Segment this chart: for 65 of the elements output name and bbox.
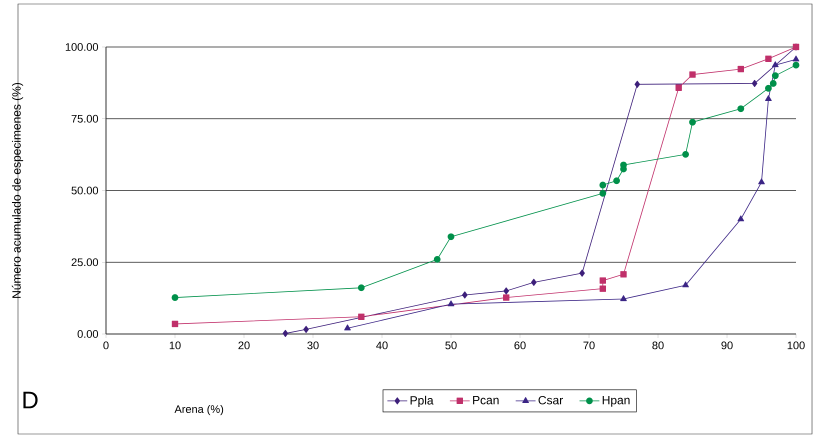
point	[792, 56, 800, 62]
point	[689, 118, 696, 126]
y-tick-label: 25.00	[72, 258, 98, 266]
point	[737, 105, 744, 112]
point	[689, 71, 696, 78]
point	[600, 285, 606, 292]
point	[599, 182, 606, 188]
point	[792, 62, 800, 68]
point	[620, 162, 627, 168]
point	[462, 291, 468, 299]
point	[765, 56, 772, 62]
point	[770, 80, 777, 87]
x-tick-label: 60	[514, 342, 526, 350]
point	[737, 215, 744, 222]
y-tick-label: 0.00	[78, 330, 98, 338]
point	[620, 295, 627, 302]
point	[765, 84, 772, 92]
legend-label: Hpan	[602, 396, 630, 407]
point	[772, 61, 779, 68]
x-tick-label: 10	[170, 342, 181, 350]
y-tick-label: 100.00	[66, 43, 98, 51]
point	[434, 256, 441, 263]
point	[634, 80, 640, 88]
point	[503, 294, 510, 301]
x-tick-label: 90	[721, 342, 733, 350]
x-tick-label: 0	[103, 342, 109, 350]
y-tick-label: 50.00	[72, 186, 98, 194]
point	[682, 150, 689, 158]
point	[613, 177, 620, 184]
point	[448, 300, 454, 306]
point	[620, 271, 627, 278]
point	[282, 330, 288, 338]
point	[172, 294, 178, 301]
y-axis-title: Número acumulado de especimenes (%)	[12, 82, 24, 298]
point	[600, 277, 606, 284]
point	[303, 326, 309, 333]
point	[682, 281, 689, 288]
x-tick-label: 50	[445, 342, 457, 350]
x-tick-label: 20	[238, 342, 250, 350]
point	[772, 72, 779, 80]
x-tick-label: 100	[788, 342, 805, 350]
point	[599, 190, 606, 197]
x-tick-label: 70	[583, 342, 595, 350]
x-tick-label: 80	[652, 342, 664, 350]
x-tick-label: 30	[307, 342, 319, 350]
point	[765, 95, 772, 102]
point	[503, 287, 509, 295]
y-tick-label: 75.00	[72, 114, 98, 123]
point	[738, 66, 744, 72]
point	[752, 80, 758, 88]
point	[531, 278, 537, 286]
legend-label: Ppla	[410, 396, 434, 407]
point	[448, 233, 454, 240]
text: D	[23, 392, 38, 408]
point	[358, 284, 365, 292]
point	[358, 314, 364, 320]
x-tick-label: 40	[376, 342, 388, 350]
legend-label: Csar	[538, 396, 563, 404]
point	[676, 84, 682, 91]
point	[758, 178, 765, 184]
legend-label: Pcan	[473, 396, 499, 404]
point	[172, 320, 178, 328]
text: Arena (%)	[174, 404, 224, 416]
point	[344, 324, 351, 330]
point	[579, 270, 585, 277]
